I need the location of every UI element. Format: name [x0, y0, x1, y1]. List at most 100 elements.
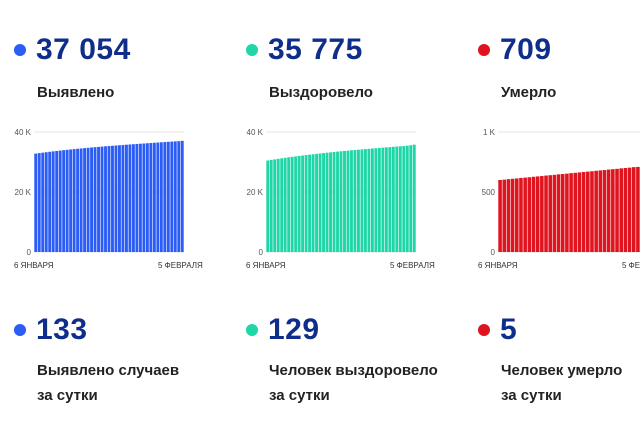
- chart-bar: [336, 151, 339, 252]
- chart-bar: [65, 149, 69, 252]
- chart-bar: [86, 147, 90, 252]
- recovered-daily-label-line2: за сутки: [269, 387, 330, 404]
- chart-bar: [131, 144, 135, 252]
- chart-bar: [180, 140, 184, 252]
- y-tick-label: 20 K: [247, 188, 264, 197]
- recovered-daily-label: Человек выздоровело за сутки: [269, 358, 438, 408]
- detected-daily-label: Выявлено случаев за сутки: [37, 358, 179, 408]
- chart-bar: [636, 166, 640, 252]
- recovered-daily-label-line1: Человек выздоровело: [269, 362, 438, 379]
- chart-bar: [170, 141, 174, 252]
- detected-total-value: 37 054: [36, 33, 131, 66]
- x-tick-label: 6 ЯНВАРЯ: [14, 261, 54, 270]
- chart-bar: [343, 150, 346, 252]
- chart-bar: [535, 176, 540, 252]
- y-tick-label: 0: [259, 248, 264, 257]
- chart-bar: [97, 146, 100, 252]
- x-tick-label: 5 ФЕВРАЛЯ: [158, 261, 203, 270]
- recovered-dot-icon: [246, 44, 258, 56]
- chart-bar: [510, 178, 515, 252]
- chart-bar: [409, 145, 413, 252]
- chart-bar: [37, 153, 41, 252]
- chart-bar: [325, 152, 329, 252]
- deaths-daily-dot-icon: [478, 324, 490, 336]
- chart-bar: [290, 156, 294, 252]
- chart-bar: [590, 171, 594, 252]
- chart-bar: [177, 141, 181, 252]
- detected-total-label: Выявлено: [37, 84, 115, 101]
- chart-bar: [294, 156, 298, 252]
- chart-bar: [44, 152, 48, 252]
- deaths-dot-icon: [478, 44, 490, 56]
- chart-bar: [391, 146, 395, 252]
- chart-bar: [138, 143, 142, 252]
- chart-bar: [405, 145, 409, 252]
- detected-daily-label-line2: за сутки: [37, 387, 98, 404]
- chart-bar: [631, 167, 636, 252]
- chart-bar: [388, 147, 392, 252]
- y-tick-label: 500: [482, 188, 496, 197]
- x-tick-label: 6 ЯНВАРЯ: [246, 261, 286, 270]
- deaths-chart: 0 500 1 K 6 ЯНВАРЯ 5 ФЕВРАЛЯ: [478, 128, 640, 270]
- chart-bar: [339, 151, 343, 252]
- chart-bar: [125, 144, 128, 252]
- chart-bar: [598, 170, 603, 252]
- stat-column-deaths: 709 Умерло 0 500 1 K 6 ЯНВАРЯ 5 ФЕВРАЛЯ 5 Че…: [476, 0, 640, 427]
- deaths-total-value: 709: [500, 33, 552, 66]
- chart-bar: [398, 146, 402, 252]
- chart-bar: [548, 175, 552, 252]
- chart-bar: [308, 154, 312, 252]
- deaths-daily-value: 5: [500, 313, 518, 346]
- recovered-daily-dot-icon: [246, 324, 258, 336]
- chart-bar: [560, 174, 565, 252]
- x-tick-label: 6 ЯНВАРЯ: [478, 261, 518, 270]
- chart-bar: [506, 179, 511, 252]
- chart-bar: [527, 177, 532, 252]
- chart-bar: [402, 146, 406, 252]
- detected-dot-icon: [14, 44, 26, 56]
- chart-bar: [166, 141, 170, 252]
- chart-bar: [156, 142, 160, 252]
- chart-bar: [41, 152, 45, 252]
- chart-bar: [114, 145, 118, 252]
- y-tick-label: 20 K: [15, 188, 32, 197]
- chart-bar: [100, 146, 104, 252]
- chart-bar: [315, 153, 319, 252]
- chart-bar: [346, 150, 350, 252]
- deaths-daily-label-line1: Человек умерло: [501, 362, 623, 379]
- chart-bar: [544, 175, 548, 252]
- chart-bar: [606, 169, 611, 252]
- chart-bar: [594, 170, 598, 252]
- chart-bar: [93, 147, 97, 252]
- chart-bar: [602, 170, 607, 252]
- chart-bar: [301, 155, 305, 252]
- chart-bar: [623, 168, 628, 252]
- chart-bar: [377, 147, 381, 252]
- chart-bar: [121, 144, 125, 252]
- chart-bar: [104, 146, 107, 252]
- chart-bar: [287, 157, 291, 252]
- chart-bar: [283, 157, 287, 252]
- y-tick-label: 0: [491, 248, 496, 257]
- chart-bar: [381, 147, 385, 252]
- chart-bar: [304, 155, 308, 252]
- chart-bar: [311, 154, 315, 252]
- chart-bar: [118, 145, 121, 252]
- chart-bar: [540, 176, 544, 252]
- chart-bar: [370, 148, 374, 252]
- chart-bar: [586, 171, 590, 252]
- chart-bar: [173, 141, 177, 252]
- x-tick-label: 5 ФЕВРАЛЯ: [622, 261, 640, 270]
- chart-bar: [318, 153, 322, 252]
- chart-bar: [577, 172, 582, 252]
- chart-bar: [62, 150, 66, 252]
- chart-bar: [519, 177, 523, 252]
- chart-bar: [34, 153, 38, 252]
- chart-bar: [51, 151, 55, 252]
- chart-bar: [552, 174, 557, 252]
- chart-bar: [149, 143, 153, 252]
- chart-bar: [280, 158, 284, 252]
- stat-column-detected: 37 054 Выявлено 0 20 K 40 K 6 ЯНВАРЯ 5 ФЕВРА…: [12, 0, 244, 427]
- chart-bar: [48, 151, 52, 252]
- deaths-daily-label: Человек умерло за сутки: [501, 358, 622, 408]
